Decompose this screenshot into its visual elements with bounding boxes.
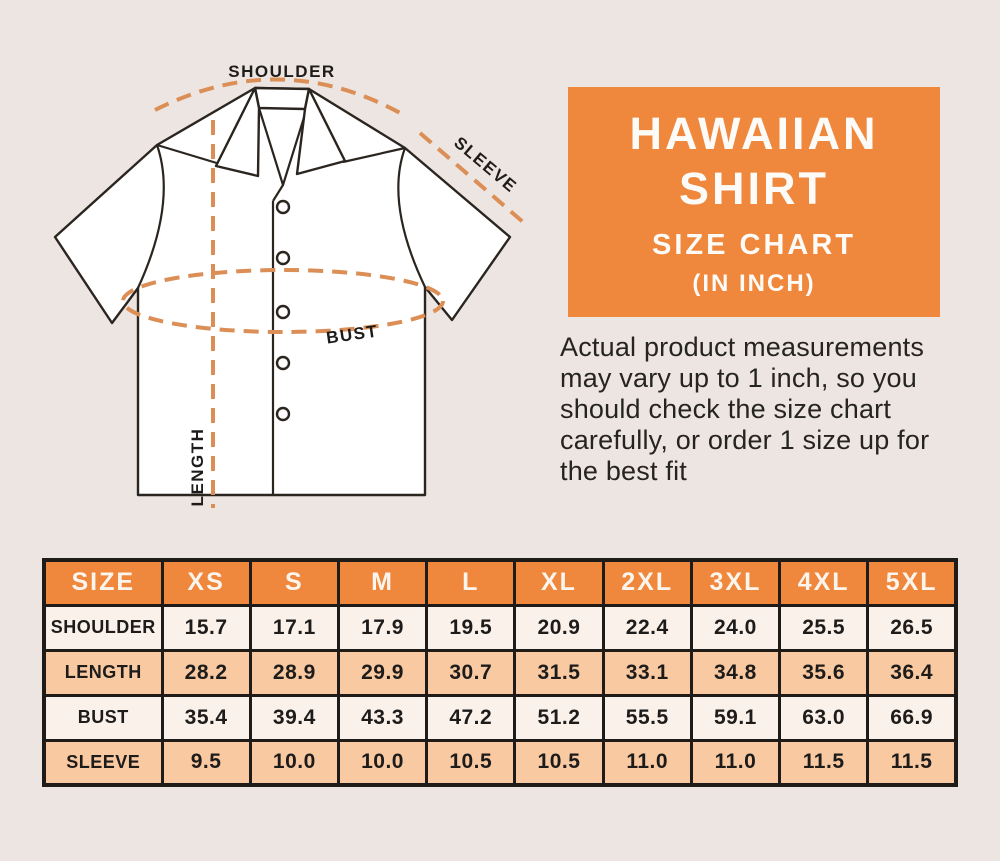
measurement-value: 20.9 — [513, 603, 605, 652]
title-line-1: HAWAIIAN — [629, 108, 879, 159]
measurement-value: 17.1 — [248, 603, 340, 652]
size-header-l: L — [425, 558, 517, 607]
measurement-value: 55.5 — [601, 693, 693, 742]
measurement-value: 9.5 — [160, 738, 252, 787]
button — [275, 250, 291, 266]
title-unit: (IN INCH) — [692, 270, 816, 297]
measurement-value: 36.4 — [866, 648, 958, 697]
size-header-xl: XL — [513, 558, 605, 607]
measurement-value: 15.7 — [160, 603, 252, 652]
measurement-value: 43.3 — [336, 693, 429, 742]
right-shoulder-seam — [342, 146, 406, 164]
button — [275, 355, 291, 371]
size-header-m: M — [336, 558, 429, 607]
collar-band — [253, 86, 311, 111]
measurement-value: 29.9 — [336, 648, 429, 697]
measurement-row-bust: BUST 35.4 39.4 43.3 47.2 51.2 55.5 59.1 63.0 66.9 — [42, 693, 958, 742]
shirt-measurement-diagram: SHOULDER SLEEVE BUST LENGTH — [53, 62, 525, 508]
measurement-row-shoulder: SHOULDER 15.7 17.1 17.9 19.5 20.9 22.4 24.0 25.5… — [42, 603, 958, 652]
measurement-value: 66.9 — [866, 693, 958, 742]
measurement-row-sleeve: SLEEVE 9.5 10.0 10.0 10.5 10.5 11.0 11.0 11.5 11.… — [42, 738, 958, 787]
collar-left-lapel — [214, 86, 261, 178]
measurement-value: 11.5 — [778, 738, 870, 787]
measurement-value: 35.6 — [778, 648, 870, 697]
measurement-value: 26.5 — [866, 603, 958, 652]
button — [275, 199, 291, 215]
measurement-value: 25.5 — [778, 603, 870, 652]
measurement-value: 28.9 — [248, 648, 340, 697]
measurement-value: 11.0 — [689, 738, 782, 787]
measurement-value: 28.2 — [160, 648, 252, 697]
right-armhole-seam — [397, 147, 426, 288]
row-label-length: LENGTH — [42, 648, 164, 697]
title-line-2: SHIRT — [679, 163, 829, 214]
measurement-value: 63.0 — [778, 693, 870, 742]
size-header-2xl: 2XL — [601, 558, 693, 607]
measurement-value: 33.1 — [601, 648, 693, 697]
measurement-value: 22.4 — [601, 603, 693, 652]
measurement-value: 31.5 — [513, 648, 605, 697]
row-label-bust: BUST — [42, 693, 164, 742]
size-chart-table: SIZE XS S M L XL 2XL 3XL 4XL 5XL SHOULDER 15.7 17.1… — [42, 558, 958, 787]
measurement-value: 59.1 — [689, 693, 782, 742]
measurement-value: 11.0 — [601, 738, 693, 787]
measurement-value: 10.0 — [336, 738, 429, 787]
measurement-value: 10.5 — [425, 738, 517, 787]
row-label-shoulder: SHOULDER — [42, 603, 164, 652]
size-header-5xl: 5XL — [866, 558, 958, 607]
size-header-s: S — [248, 558, 340, 607]
note-text: Actual product measurements may vary up … — [560, 332, 930, 486]
measurement-value: 39.4 — [248, 693, 340, 742]
size-header-xs: XS — [160, 558, 252, 607]
title-box: HAWAIIAN SHIRT SIZE CHART (IN INCH) — [568, 87, 940, 317]
shoulder-dash-arc — [154, 77, 403, 116]
measurement-value: 47.2 — [425, 693, 517, 742]
button — [275, 406, 291, 422]
measurement-value: 11.5 — [866, 738, 958, 787]
shoulder-label: SHOULDER — [228, 62, 335, 81]
measurement-value: 19.5 — [425, 603, 517, 652]
placket-top — [272, 184, 284, 202]
measurement-value: 10.5 — [513, 738, 605, 787]
collar-right-lapel — [295, 87, 347, 176]
measurement-row-length: LENGTH 28.2 28.9 29.9 30.7 31.5 33.1 34.8 35.6 36… — [42, 648, 958, 697]
row-label-sleeve: SLEEVE — [42, 738, 164, 787]
title-subtitle: SIZE CHART — [652, 229, 856, 261]
left-armhole-seam — [137, 144, 165, 289]
size-header-3xl: 3XL — [689, 558, 782, 607]
measurement-value: 24.0 — [689, 603, 782, 652]
table-header-row: SIZE XS S M L XL 2XL 3XL 4XL 5XL — [42, 558, 958, 607]
size-column-header: SIZE — [42, 558, 164, 607]
measurement-value: 51.2 — [513, 693, 605, 742]
length-label: LENGTH — [188, 428, 207, 507]
button — [275, 304, 291, 320]
size-header-4xl: 4XL — [778, 558, 870, 607]
bust-dash-ellipse — [121, 268, 445, 334]
shirt-body — [53, 86, 512, 497]
measurement-value: 34.8 — [689, 648, 782, 697]
measurement-value: 35.4 — [160, 693, 252, 742]
measurement-value: 30.7 — [425, 648, 517, 697]
measurement-value: 10.0 — [248, 738, 340, 787]
measurement-value: 17.9 — [336, 603, 429, 652]
left-shoulder-seam — [156, 143, 221, 166]
